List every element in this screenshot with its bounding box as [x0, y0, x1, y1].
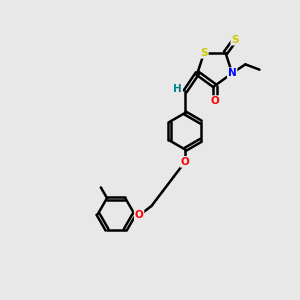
Text: O: O [210, 96, 219, 106]
Text: S: S [200, 48, 208, 58]
Text: S: S [231, 35, 239, 45]
Text: N: N [228, 68, 236, 78]
Text: O: O [181, 157, 189, 167]
Text: O: O [135, 210, 143, 220]
Text: H: H [173, 84, 182, 94]
